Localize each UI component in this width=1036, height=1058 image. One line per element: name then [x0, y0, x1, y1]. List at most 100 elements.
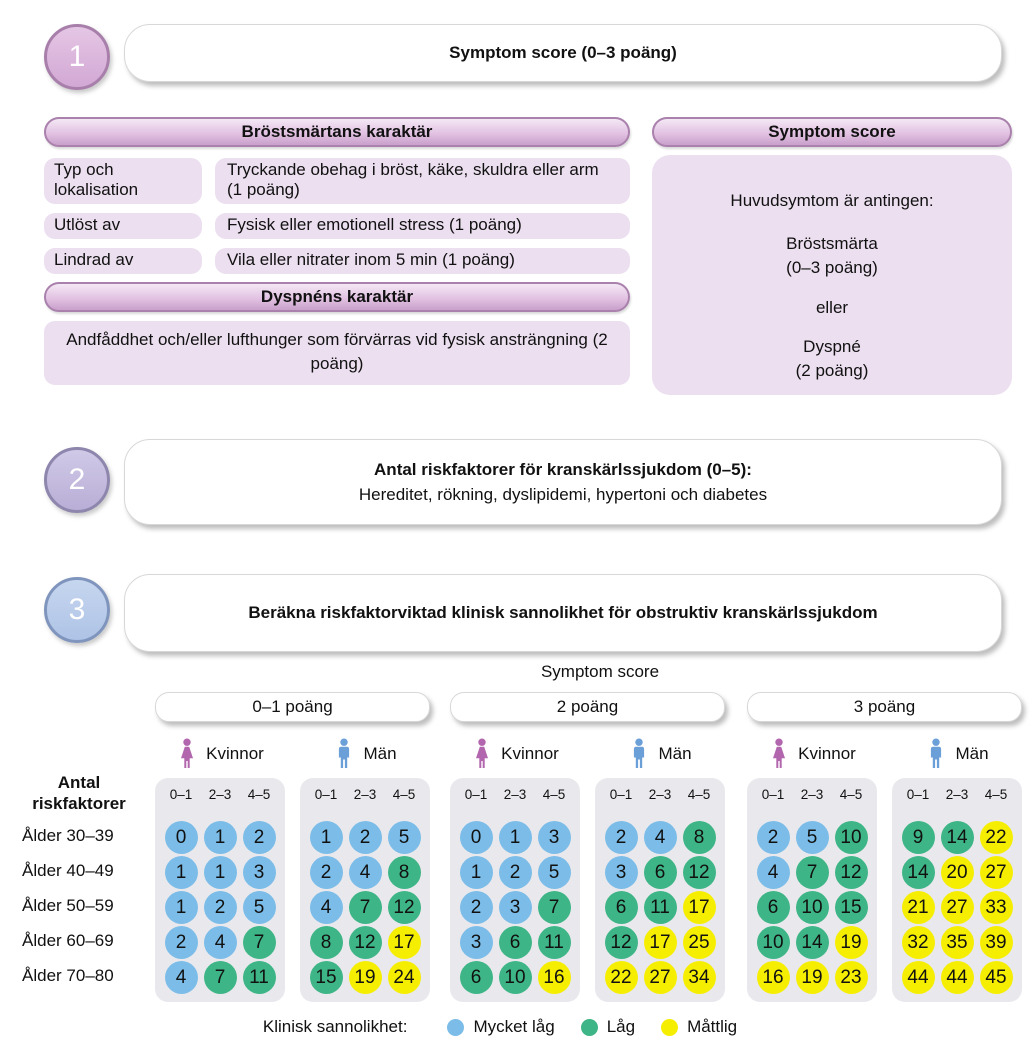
risk-factor-header: 4–5 — [984, 787, 1008, 802]
chest-pain-row-desc: Vila eller nitrater inom 5 min (1 poäng) — [215, 248, 630, 274]
risk-factor-headers: 0–1 2–3 4–5 — [892, 787, 1022, 802]
legend-dot — [580, 1018, 598, 1036]
risk-factor-header: 4–5 — [687, 787, 711, 802]
probability-cell: 2 — [604, 821, 638, 854]
probability-cell: 4 — [643, 821, 677, 854]
gender-header: Kvinnor — [450, 738, 580, 769]
chest-pain-row: Typ och lokalisation Tryckande obehag i … — [44, 158, 630, 204]
step-2-badge: 2 — [44, 447, 110, 513]
probability-cell: 19 — [348, 961, 382, 994]
chest-pain-row-desc: Tryckande obehag i bröst, käke, skuldra … — [215, 158, 630, 204]
chest-pain-row-label: Utlöst av — [44, 213, 202, 239]
probability-cell: 21 — [901, 891, 935, 924]
probability-cell: 19 — [795, 961, 829, 994]
gender-label: Män — [363, 743, 397, 763]
probability-cell: 44 — [901, 961, 935, 994]
gender-header: Män — [595, 738, 725, 769]
risk-factor-header: 2–3 — [208, 787, 232, 802]
probability-cell: 1 — [309, 821, 343, 854]
chest-pain-header: Bröstsmärtans karaktär — [44, 117, 630, 147]
probability-cell: 1 — [203, 821, 237, 854]
probability-cell: 12 — [348, 926, 382, 959]
gender-header-row: Kvinnor Män — [747, 738, 1022, 769]
gender-label: Män — [658, 743, 692, 763]
probability-cell: 2 — [348, 821, 382, 854]
probability-cell: 3 — [242, 856, 276, 889]
chest-pain-row: Lindrad av Vila eller nitrater inom 5 mi… — [44, 248, 630, 274]
probability-cell: 14 — [795, 926, 829, 959]
step-1-title: Symptom score (0–3 poäng) — [449, 43, 677, 62]
probability-cell: 14 — [940, 821, 974, 854]
risk-factor-header: 0–1 — [609, 787, 633, 802]
probability-panel: 0–1 2–3 4–5 0 1 2 1 1 3 1 2 5 2 4 7 4 7 11 — [155, 778, 285, 1002]
probability-cell: 33 — [979, 891, 1013, 924]
chest-pain-rows: Typ och lokalisation Tryckande obehag i … — [44, 158, 630, 274]
risk-factor-headers: 0–1 2–3 4–5 — [300, 787, 430, 802]
probability-cell: 39 — [979, 926, 1013, 959]
risk-factor-axis-label: Antal riskfaktorer — [8, 772, 150, 814]
probability-cell: 4 — [203, 926, 237, 959]
probability-cell: 6 — [604, 891, 638, 924]
chest-pain-section: Bröstsmärtans karaktär Typ och lokalisat… — [44, 117, 630, 385]
risk-factor-header: 2–3 — [648, 787, 672, 802]
step-2-subtitle: Hereditet, rökning, dyslipidemi, hyperto… — [358, 485, 768, 504]
risk-factor-header: 2–3 — [353, 787, 377, 802]
woman-icon — [471, 738, 493, 769]
risk-factor-header: 4–5 — [247, 787, 271, 802]
probability-cell: 0 — [459, 821, 493, 854]
probability-cell: 15 — [309, 961, 343, 994]
score-group-pill: 0–1 poäng — [155, 692, 430, 722]
probability-cell: 5 — [795, 821, 829, 854]
legend-item: Mycket låg — [447, 1017, 555, 1037]
legend-title: Klinisk sannolikhet: — [262, 1017, 408, 1036]
probability-cell: 11 — [242, 961, 276, 994]
probability-cell: 8 — [682, 821, 716, 854]
probability-row: 4 7 12 — [747, 856, 877, 889]
gender-label: Män — [955, 743, 989, 763]
probability-cell: 4 — [348, 856, 382, 889]
chest-pain-row-label: Lindrad av — [44, 248, 202, 274]
probability-row: 12 17 25 — [595, 926, 725, 959]
risk-factor-header: 2–3 — [503, 787, 527, 802]
score-group: 0–1 poäng Kvinnor Män 0–1 2–3 4–5 0 1 2 1 1 3 1 2 5 2 4 7… — [155, 692, 430, 1002]
gender-header: Män — [892, 738, 1022, 769]
probability-cell: 24 — [387, 961, 421, 994]
probability-panel: 0–1 2–3 4–5 9 14 22 14 20 27 21 27 33 32 35 39 44 44 45 — [892, 778, 1022, 1002]
probability-cell: 10 — [795, 891, 829, 924]
step-1-badge: 1 — [44, 24, 110, 90]
probability-cell: 7 — [203, 961, 237, 994]
man-icon — [628, 738, 650, 769]
score-group-pill: 3 poäng — [747, 692, 1022, 722]
probability-cell: 4 — [309, 891, 343, 924]
step-3-title-box: Beräkna riskfaktorviktad klinisk sannoli… — [124, 574, 1002, 652]
probability-cell: 3 — [604, 856, 638, 889]
age-row-label: Ålder 30–39 — [22, 826, 114, 845]
probability-row: 6 10 16 — [450, 961, 580, 994]
age-row-label: Ålder 70–80 — [22, 966, 114, 985]
probability-cell: 17 — [682, 891, 716, 924]
symptom-score-line: Bröstsmärta — [786, 234, 878, 253]
risk-factor-headers: 0–1 2–3 4–5 — [450, 787, 580, 802]
dyspnea-description: Andfåddhet och/eller lufthunger som förv… — [44, 321, 630, 385]
probability-row: 44 44 45 — [892, 961, 1022, 994]
probability-panels: 0–1 2–3 4–5 2 5 10 4 7 12 6 10 15 10 14 19 16 19 23 0–1 2–3… — [747, 778, 1022, 1002]
symptom-score-panel-header-label: Symptom score — [768, 122, 896, 141]
probability-cell: 14 — [901, 856, 935, 889]
probability-row: 16 19 23 — [747, 961, 877, 994]
legend-dot — [661, 1018, 679, 1036]
gender-header: Kvinnor — [747, 738, 877, 769]
risk-factor-header: 0–1 — [464, 787, 488, 802]
probability-panels: 0–1 2–3 4–5 0 1 2 1 1 3 1 2 5 2 4 7 4 7 11 0–1 2–3 4–5 1 2 5 2 4 8… — [155, 778, 430, 1002]
probability-cell: 3 — [459, 926, 493, 959]
step-2-number: 2 — [68, 463, 86, 496]
risk-factor-header: 0–1 — [314, 787, 338, 802]
probability-cell: 7 — [242, 926, 276, 959]
gender-header-row: Kvinnor Män — [450, 738, 725, 769]
probability-cell: 22 — [979, 821, 1013, 854]
chest-pain-header-label: Bröstsmärtans karaktär — [241, 122, 433, 141]
